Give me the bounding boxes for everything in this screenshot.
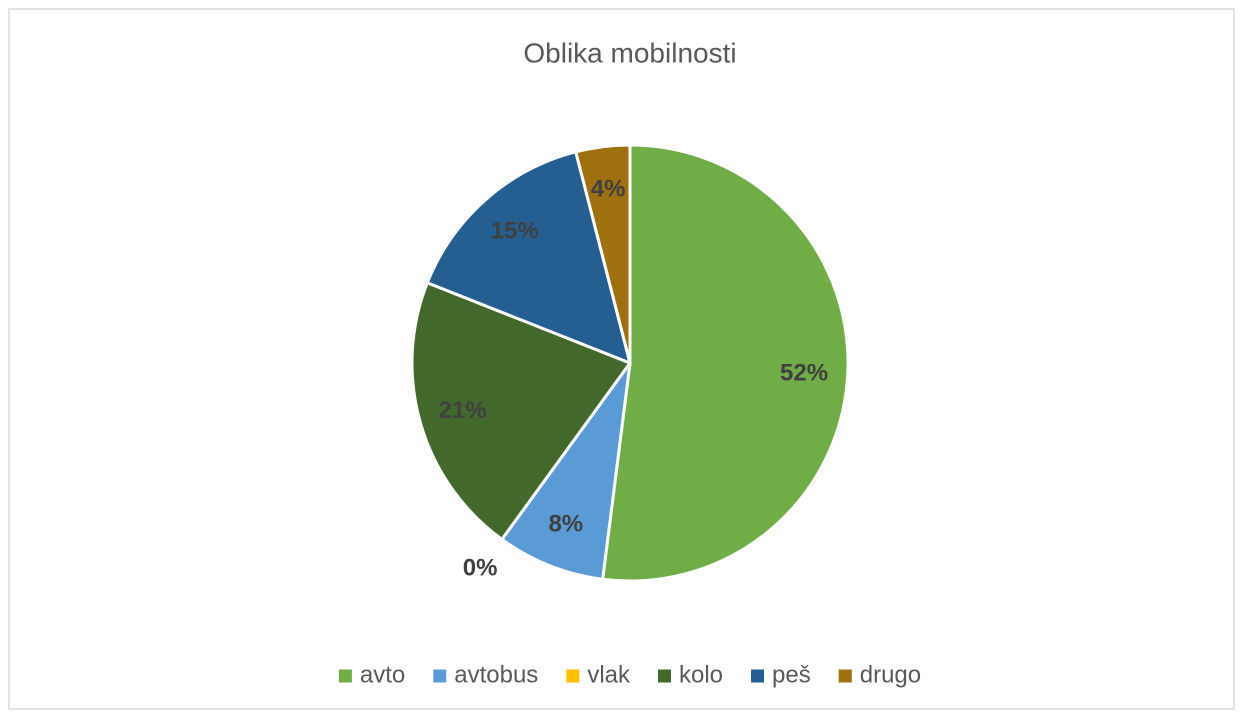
- chart-title: Oblika mobilnosti: [523, 37, 736, 68]
- pie-slice: [425, 150, 632, 365]
- data-label: 0%: [463, 555, 498, 582]
- legend-label: avto: [360, 661, 405, 688]
- legend-label: peš: [772, 661, 811, 688]
- legend-swatch: [338, 669, 352, 683]
- pie-slice: [410, 281, 632, 541]
- legend-swatch: [838, 669, 852, 683]
- legend-label: kolo: [679, 661, 723, 688]
- data-label: 8%: [548, 510, 583, 537]
- data-label: 15%: [491, 218, 539, 245]
- data-label: 4%: [591, 175, 626, 202]
- legend-label: vlak: [587, 661, 631, 688]
- legend-label: drugo: [860, 661, 921, 688]
- legend-swatch: [566, 669, 580, 683]
- legend-swatch: [751, 669, 765, 683]
- pie: [410, 143, 850, 583]
- data-label: 21%: [439, 397, 487, 424]
- legend-label: avtobus: [454, 661, 538, 688]
- pie-slice: [500, 361, 632, 581]
- data-label: 52%: [780, 359, 828, 386]
- legend-swatch: [433, 669, 447, 683]
- pie-slice: [574, 143, 632, 365]
- legend-swatch: [658, 669, 671, 683]
- pie-slice: [601, 143, 850, 583]
- data-labels: 52% 8% 0% 21% 15% 4%: [439, 175, 829, 581]
- legend: avto avtobus vlak kolo peš drugo: [338, 661, 921, 688]
